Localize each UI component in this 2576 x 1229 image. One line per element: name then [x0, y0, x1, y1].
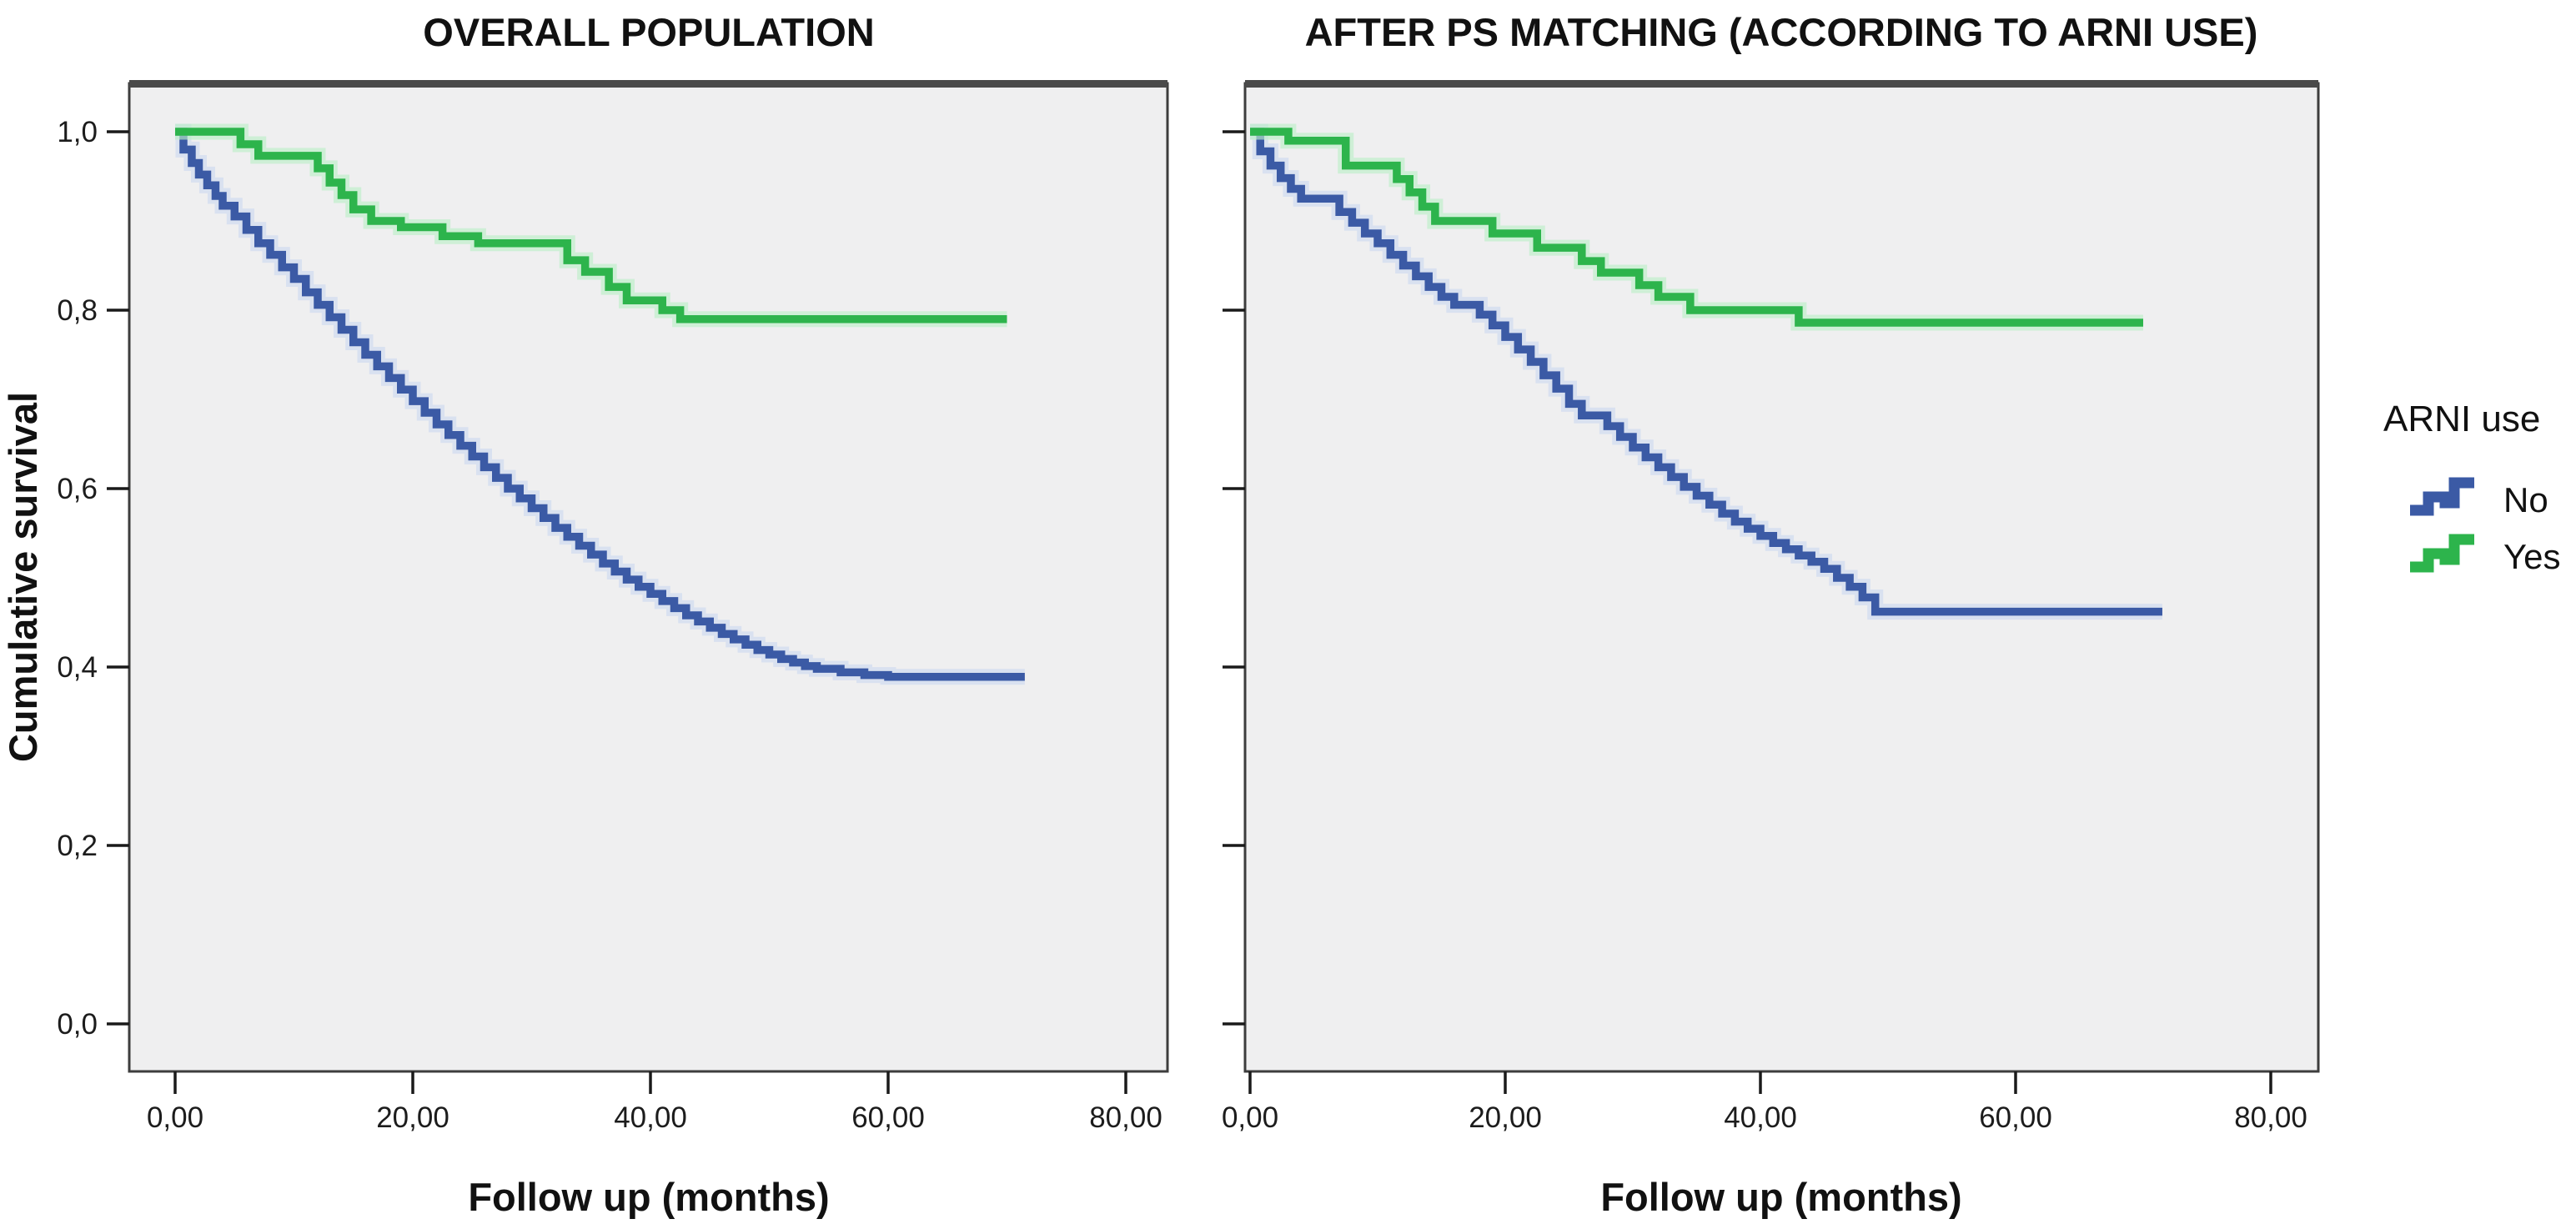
x-axis-tick-label: 60,00	[1979, 1101, 2052, 1134]
y-axis-tick-label: 1,0	[57, 116, 98, 148]
panel-title-right: AFTER PS MATCHING (ACCORDING TO ARNI USE…	[1305, 10, 2258, 54]
y-axis-tick-label: 0,2	[57, 830, 98, 862]
panel-after-ps-matching: AFTER PS MATCHING (ACCORDING TO ARNI USE…	[1222, 10, 2320, 1219]
x-axis-tick-label: 20,00	[1469, 1101, 1542, 1134]
plot-top-border-left	[129, 80, 1167, 88]
y-axis-label: Cumulative survival	[1, 392, 45, 762]
x-axis-label-right: Follow up (months)	[1600, 1175, 1961, 1219]
x-axis-label-left: Follow up (months)	[468, 1175, 829, 1219]
x-axis-tick-label: 0,00	[1222, 1101, 1278, 1134]
panel-title-left: OVERALL POPULATION	[423, 10, 874, 54]
legend-item-yes-label: Yes	[2503, 537, 2561, 576]
x-axis-tick-label: 80,00	[1089, 1101, 1162, 1134]
yes-step-line-icon	[2410, 534, 2474, 573]
x-axis-tick-label: 40,00	[614, 1101, 687, 1134]
plot-top-border-right	[1245, 80, 2318, 88]
axis-ticks-left-panel: 0,00 20,00 40,00 60,00 80,00 1,0 0,8 0,6 0,4 0,2 0…	[57, 116, 1162, 1134]
legend-item-no-label: No	[2503, 480, 2548, 519]
y-axis-tick-label: 0,4	[57, 651, 98, 684]
legend-item-no: No	[2410, 477, 2548, 519]
x-axis-tick-label: 40,00	[1724, 1101, 1797, 1134]
survival-curves-right-panel	[1250, 123, 2162, 620]
plot-area-right	[1243, 82, 2320, 1073]
x-axis-tick-label: 80,00	[2234, 1101, 2307, 1134]
no-step-line-icon	[2410, 477, 2474, 516]
x-axis-tick-label: 60,00	[851, 1101, 925, 1134]
survival-curve-no	[1250, 128, 2162, 616]
axis-ticks-right-panel: 0,00 20,00 40,00 60,00 80,00	[1222, 130, 2307, 1134]
y-axis-tick-label: 0,0	[57, 1008, 98, 1041]
y-axis-tick-label: 0,8	[57, 294, 98, 327]
plot-area-left	[128, 82, 1169, 1073]
y-axis-tick-label: 0,6	[57, 473, 98, 505]
survival-curve-yes	[1250, 128, 2143, 327]
x-axis-tick-label: 20,00	[376, 1101, 449, 1134]
x-axis-tick-label: 0,00	[147, 1101, 203, 1134]
legend-item-yes: Yes	[2410, 534, 2561, 576]
survival-curve-yes	[175, 128, 1007, 324]
survival-curves-left-panel	[175, 123, 1025, 685]
legend: ARNI use No Yes	[2383, 399, 2561, 576]
legend-title: ARNI use	[2383, 399, 2540, 439]
survival-curve-no	[175, 128, 1025, 681]
panel-overall-population: OVERALL POPULATION 0,00 20,00 40,00 60,00 80…	[57, 10, 1169, 1219]
